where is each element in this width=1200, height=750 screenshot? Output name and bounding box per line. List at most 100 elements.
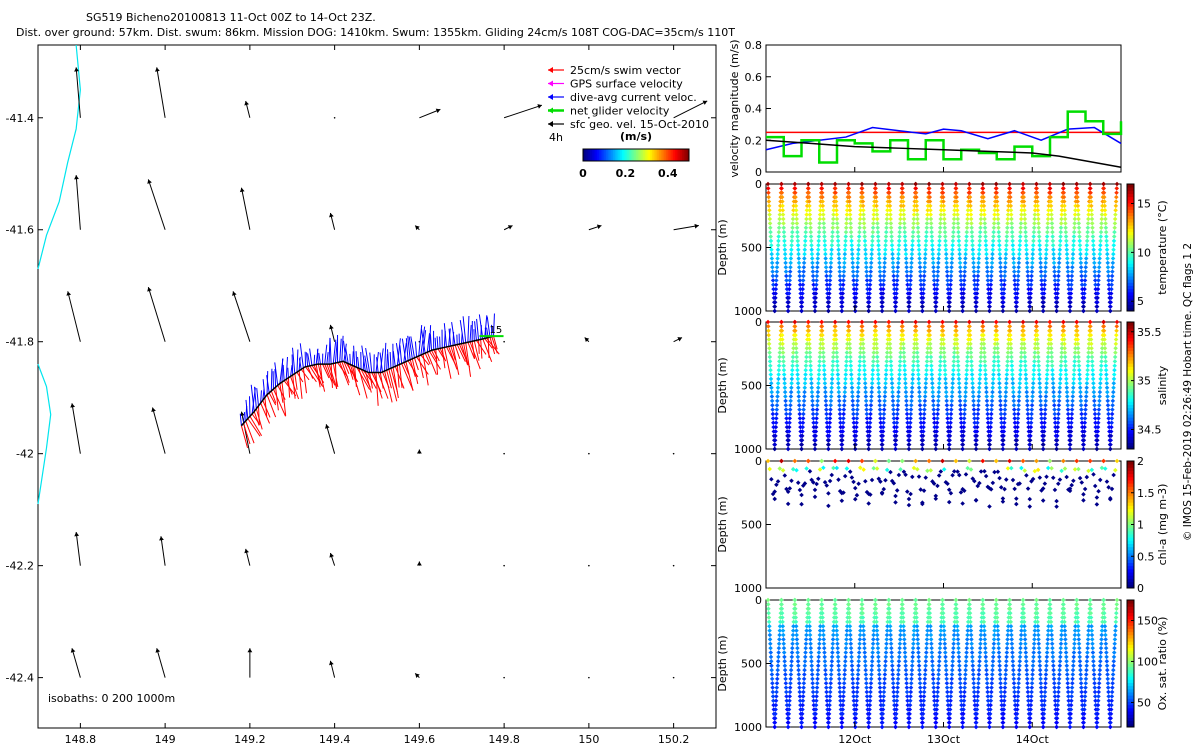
section-sample-point <box>938 346 944 351</box>
section-sample-point <box>924 359 930 364</box>
section-sample-point <box>838 286 843 292</box>
dac-vector <box>285 356 288 380</box>
section-sample-point <box>774 416 779 421</box>
map-colorbar-cell <box>646 149 649 161</box>
section-sample-point <box>837 278 843 283</box>
section-sample-point <box>816 381 821 386</box>
section-sample-point <box>834 354 840 360</box>
section-sample-point <box>772 446 777 452</box>
section-sample-point <box>935 402 941 408</box>
glider-track: 15 <box>239 313 504 448</box>
section-sample-point <box>927 324 932 329</box>
section-sample-point <box>900 324 905 329</box>
section-sample-point <box>1022 208 1027 213</box>
section-sample-point <box>941 337 946 342</box>
section-sample-point <box>817 354 823 360</box>
geo-vector <box>156 67 166 118</box>
section-sample-point <box>909 394 914 399</box>
swim-vector <box>489 336 496 355</box>
section-sample-point <box>883 376 889 382</box>
section-sample-point <box>1051 256 1057 261</box>
swim-vector <box>478 339 480 354</box>
section-sample-point <box>1032 221 1037 226</box>
section-sample-point <box>813 437 818 443</box>
section-sample-point <box>870 376 875 382</box>
section-sample-point <box>804 350 809 355</box>
section-sample-point <box>774 264 780 270</box>
section-sample-point <box>795 381 801 386</box>
section-sample-point <box>921 420 927 425</box>
section-sample-point <box>871 354 876 360</box>
geo-vector-head <box>416 561 422 566</box>
section-sample-point <box>1052 282 1058 287</box>
section-sample-point <box>867 295 872 301</box>
section-sample-point <box>821 363 827 369</box>
section-sample-point <box>865 282 870 287</box>
section-sample-point <box>1074 186 1080 191</box>
section-sample-point <box>918 273 923 279</box>
section-sample-point <box>961 295 966 301</box>
section-sample-point <box>1029 278 1034 283</box>
section-colorbar-cell <box>1127 196 1134 201</box>
section-sample-point <box>815 402 820 408</box>
section-sample-point <box>835 363 840 369</box>
section-sample-point <box>1038 269 1044 274</box>
geo-vector-head <box>66 291 72 296</box>
section-sample-point <box>900 332 906 338</box>
section-sample-point <box>799 304 805 309</box>
section-sample-point <box>928 346 933 351</box>
section-sample-point <box>787 416 793 421</box>
section-sample-point <box>903 256 909 261</box>
swim-vector <box>399 364 403 388</box>
section-sample-point <box>807 350 813 355</box>
section-sample-point <box>1011 269 1017 274</box>
section-colorbar-cell <box>1127 382 1134 386</box>
section-sample-point <box>778 341 783 347</box>
geo-vector <box>147 286 166 342</box>
section-sample-point <box>874 350 880 355</box>
section-sample-point <box>935 273 940 279</box>
map-colorbar-cell <box>644 149 647 161</box>
section-sample-point <box>908 407 914 412</box>
section-sample-point <box>770 273 776 279</box>
section-colorbar-cell <box>1127 480 1134 484</box>
section-sample-point <box>831 346 836 351</box>
section-sample-point <box>871 359 876 364</box>
section-sample-point <box>890 256 896 261</box>
geo-vector-dot <box>672 676 675 679</box>
dac-vector <box>386 349 390 370</box>
section-sample-point <box>782 389 788 395</box>
map-x-tick-label: 149 <box>155 733 176 746</box>
dac-vector <box>434 337 437 350</box>
map-colorbar-cell <box>641 149 644 161</box>
section-sample-point <box>881 420 886 425</box>
section-sample-point <box>787 411 793 417</box>
section-sample-point <box>864 407 869 412</box>
section-sample-point <box>890 389 895 395</box>
section-sample-point <box>908 420 913 425</box>
section-colorbar-tick-label: 35.5 <box>1137 326 1162 339</box>
map-colorbar-cell <box>632 149 635 161</box>
map-colorbar-cell <box>662 149 665 161</box>
swim-vector <box>324 363 333 384</box>
section-sample-point <box>893 308 898 314</box>
section-sample-point <box>976 260 981 266</box>
map-colorbar-cell <box>614 149 617 161</box>
section-sample-point <box>960 299 966 305</box>
section-sample-point <box>865 424 870 430</box>
section-sample-point <box>841 264 847 270</box>
section-sample-point <box>814 420 819 425</box>
section-sample-point <box>784 273 789 279</box>
section-sample-point <box>856 385 861 390</box>
section-sample-point <box>908 411 914 417</box>
section-sample-point <box>841 273 846 279</box>
section-sample-point <box>850 269 856 274</box>
geo-vector-head <box>239 187 245 193</box>
section-sample-point <box>1074 190 1080 196</box>
dac-vector <box>379 352 383 373</box>
section-sample-point <box>802 381 808 386</box>
section-sample-point <box>882 389 888 395</box>
section-sample-point <box>976 264 981 270</box>
section-sample-point <box>1103 229 1109 235</box>
dac-vector <box>429 334 433 351</box>
